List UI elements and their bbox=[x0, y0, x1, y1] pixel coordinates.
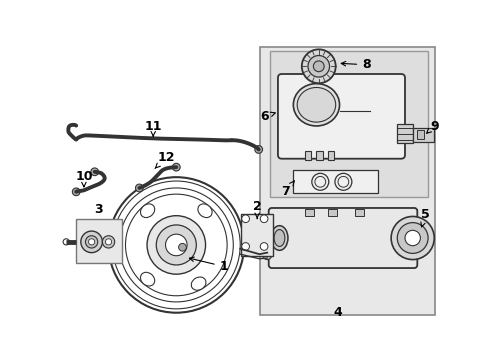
Bar bbox=[316, 151, 322, 160]
Text: 10: 10 bbox=[75, 170, 92, 187]
Ellipse shape bbox=[270, 226, 287, 250]
FancyBboxPatch shape bbox=[268, 208, 416, 268]
Circle shape bbox=[172, 163, 180, 171]
Ellipse shape bbox=[140, 204, 154, 217]
FancyBboxPatch shape bbox=[277, 74, 404, 159]
Circle shape bbox=[135, 184, 143, 192]
Ellipse shape bbox=[293, 84, 339, 126]
Bar bbox=[327, 151, 333, 160]
Text: 6: 6 bbox=[260, 110, 275, 123]
Circle shape bbox=[390, 216, 433, 260]
Circle shape bbox=[156, 225, 196, 265]
Circle shape bbox=[260, 243, 267, 250]
Circle shape bbox=[91, 168, 99, 176]
Circle shape bbox=[178, 243, 186, 251]
Circle shape bbox=[260, 215, 267, 222]
Circle shape bbox=[105, 239, 111, 245]
Bar bbox=[293, 170, 377, 193]
Bar bbox=[260, 47, 434, 315]
Text: 12: 12 bbox=[155, 150, 175, 168]
Text: 2: 2 bbox=[252, 200, 261, 219]
Bar bbox=[270, 51, 427, 197]
Circle shape bbox=[81, 231, 102, 253]
Ellipse shape bbox=[191, 277, 205, 290]
Bar bbox=[354, 209, 364, 216]
Circle shape bbox=[307, 55, 329, 77]
Text: 9: 9 bbox=[426, 120, 438, 133]
Ellipse shape bbox=[198, 204, 212, 217]
Ellipse shape bbox=[274, 230, 285, 247]
Circle shape bbox=[88, 239, 95, 245]
Bar bbox=[241, 214, 273, 256]
Circle shape bbox=[63, 239, 69, 245]
Text: 7: 7 bbox=[281, 181, 294, 198]
Bar bbox=[305, 209, 313, 216]
Circle shape bbox=[165, 234, 187, 256]
Bar bbox=[327, 209, 337, 216]
Ellipse shape bbox=[297, 87, 335, 122]
Circle shape bbox=[147, 216, 205, 274]
Bar bbox=[305, 151, 310, 160]
Text: 1: 1 bbox=[189, 257, 228, 273]
Circle shape bbox=[241, 243, 249, 250]
Circle shape bbox=[85, 236, 98, 248]
Bar bbox=[416, 130, 424, 139]
Circle shape bbox=[404, 230, 420, 246]
Bar bbox=[412, 128, 433, 142]
Text: 4: 4 bbox=[333, 306, 342, 319]
Circle shape bbox=[301, 49, 335, 83]
Text: 8: 8 bbox=[341, 58, 370, 71]
Circle shape bbox=[396, 222, 427, 253]
Text: 3: 3 bbox=[94, 203, 102, 216]
Ellipse shape bbox=[140, 272, 154, 286]
Bar bbox=[76, 219, 122, 264]
Circle shape bbox=[262, 250, 271, 260]
Circle shape bbox=[102, 236, 115, 248]
Bar bbox=[396, 124, 412, 143]
Circle shape bbox=[241, 215, 249, 222]
Circle shape bbox=[72, 188, 80, 195]
Text: 11: 11 bbox=[144, 120, 162, 136]
Circle shape bbox=[313, 61, 324, 72]
Circle shape bbox=[254, 145, 262, 153]
Text: 5: 5 bbox=[420, 208, 429, 227]
